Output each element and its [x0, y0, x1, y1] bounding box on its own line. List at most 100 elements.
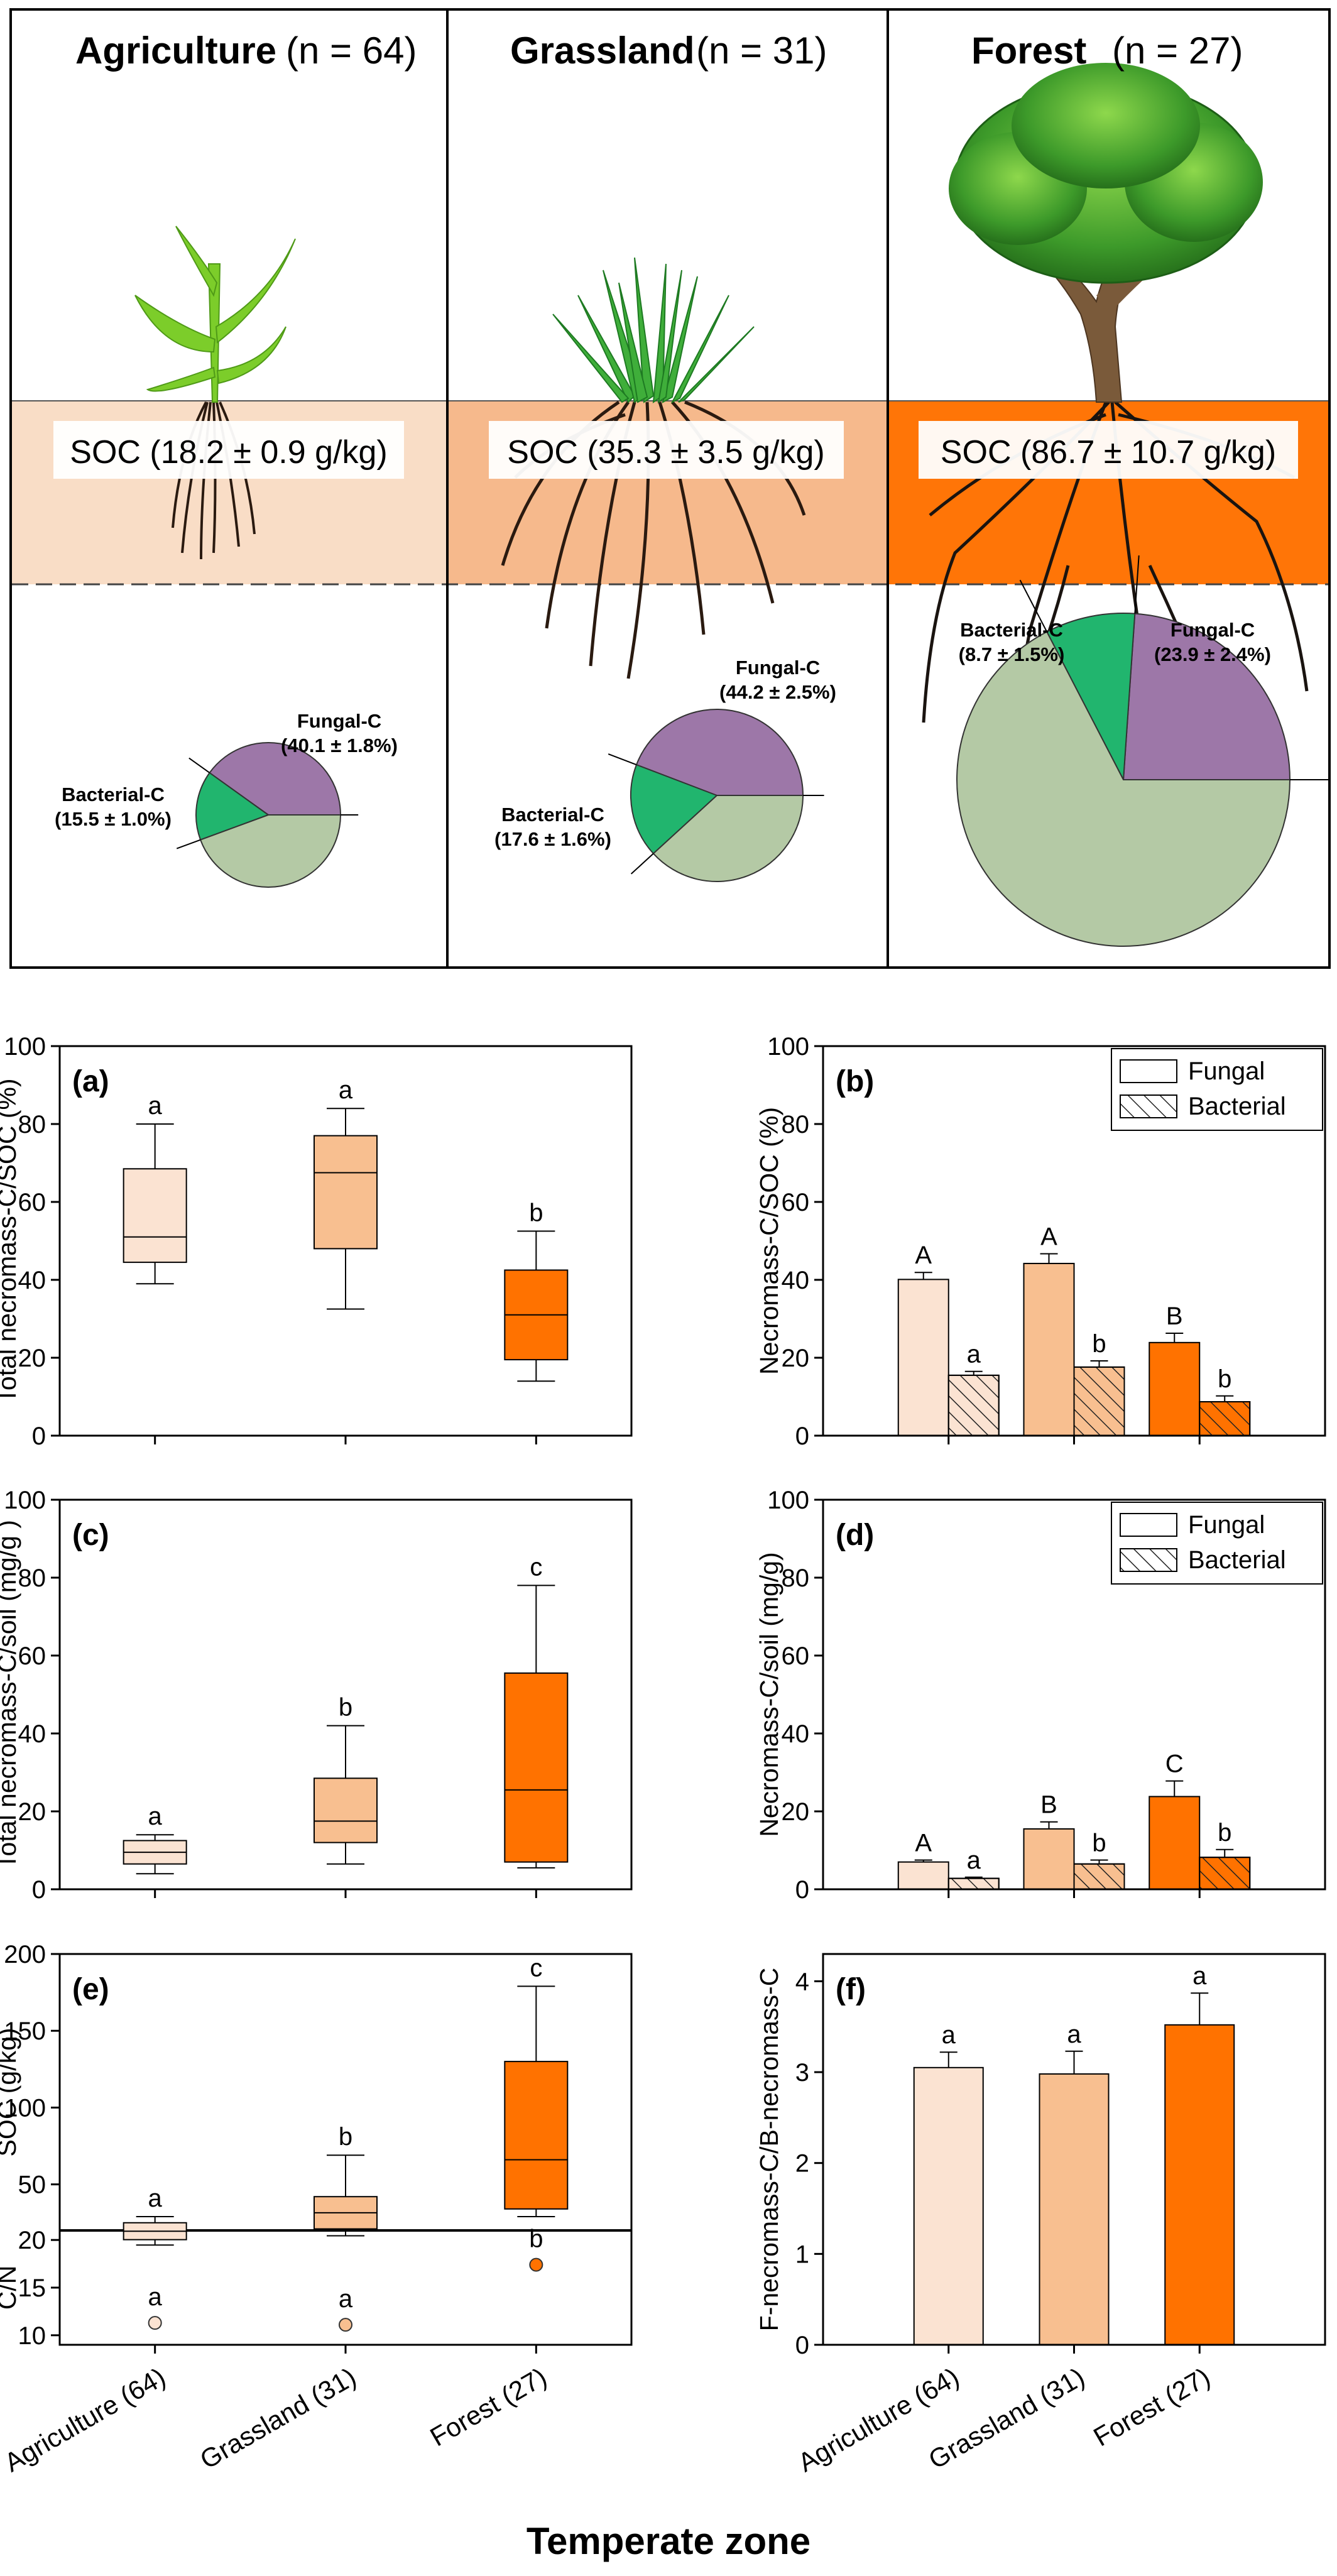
y-tick-label: 60: [782, 1642, 810, 1670]
soc-label-grassland: SOC (35.3 ± 3.5 g/kg): [507, 434, 824, 471]
significance-letter: A: [915, 1242, 932, 1269]
y-tick-label: 100: [4, 1033, 46, 1061]
significance-letter: a: [967, 1341, 981, 1368]
infographic: Agriculture (n = 64) Grassland (n = 31) …: [9, 8, 1331, 969]
significance-letter: a: [148, 1803, 163, 1830]
pie-slice-bacterial-agriculture: [195, 772, 270, 841]
pie-slice-bacterial-forest: [1045, 613, 1136, 782]
significance-letter: b: [529, 1199, 543, 1227]
cn-point: [148, 2316, 162, 2330]
significance-letter: C: [1165, 1750, 1184, 1778]
legend-label-fungal: Fungal: [1188, 1057, 1265, 1085]
bar-fungal: [1023, 1262, 1075, 1436]
soc-label-agriculture: SOC (18.2 ± 0.9 g/kg): [70, 434, 387, 471]
significance-letter: a: [148, 1092, 163, 1120]
pie-slice-fungal-forest: [1122, 613, 1291, 780]
x-tick-label: Grassland (31): [195, 2362, 361, 2475]
cn-point: [529, 2257, 543, 2272]
pie-leader-line: [176, 839, 201, 849]
fungal-value-forest: (23.9 ± 2.4%): [1154, 643, 1271, 665]
bar-hatch: [1073, 1863, 1125, 1890]
y-tick-label: 20: [18, 1798, 46, 1826]
y-axis-label: F-necromass-C/B-necromass-C: [755, 1968, 783, 2332]
bacterial-label-grassland: Bacterial-C: [501, 804, 604, 826]
pie-slice-bacterial-grassland: [630, 763, 718, 854]
legend-swatch-fungal: [1120, 1059, 1177, 1083]
bar-fungal: [897, 1279, 949, 1436]
panel-title-name: Forest: [971, 30, 1086, 72]
bar-hatch: [947, 1374, 1000, 1436]
pie-agriculture: [176, 742, 359, 888]
pie-leader-line: [188, 757, 210, 773]
panel-label: (f): [836, 1973, 866, 2006]
box: [123, 1168, 187, 1263]
y-tick-label: 20: [782, 1798, 810, 1826]
y-tick-label: 80: [18, 1564, 46, 1592]
chart-panel-d: 0 20 40 60 80 100 Necromass-C/soil (mg/g) A B Ca b…: [755, 1487, 1326, 1904]
bacterial-value-forest: (8.7 ± 1.5%): [959, 643, 1065, 665]
box: [314, 1135, 378, 1250]
fungal-label-forest: Fungal-C: [1171, 619, 1255, 641]
y-tick-label: 20: [18, 1345, 46, 1372]
chart-panel-e: 50 100 150 200 10 15 20 SOC (g/kg) C/N a a b a b c Agri…: [0, 1941, 633, 2477]
panel-label: (e): [72, 1973, 109, 2006]
y-tick-label: 100: [4, 1487, 46, 1514]
significance-letter: b: [339, 1694, 352, 1722]
bar-fungal: [1023, 1828, 1075, 1890]
y-tick-label: 2: [795, 2150, 809, 2178]
y-tick-label: 80: [782, 1111, 810, 1138]
chart-panel-c: 0 20 40 60 80 100 Total necromass-C/soil (mg/g…: [0, 1487, 633, 1904]
bar-value: [1039, 2073, 1110, 2345]
y-axis-label: Necromass-C/SOC (%): [755, 1107, 783, 1375]
y-tick-label: 1: [795, 2240, 809, 2268]
bar-value: [1164, 2024, 1235, 2345]
y-tick-label: 3: [795, 2059, 809, 2087]
significance-letter: a: [967, 1847, 981, 1874]
cn-point: [339, 2318, 352, 2332]
fungal-value-agriculture: (40.1 ± 1.8%): [281, 734, 398, 756]
panel-title-grassland: Grassland (n = 31): [510, 30, 827, 72]
panel-label: (a): [72, 1065, 109, 1098]
significance-letter: b: [1218, 1819, 1231, 1847]
x-axis-title: Temperate zone: [527, 2520, 810, 2562]
y-tick-label: 100: [4, 2094, 46, 2122]
significance-letter: c: [530, 1553, 542, 1581]
bacterial-label-forest: Bacterial-C: [960, 619, 1063, 641]
pie-grassland: [608, 709, 824, 882]
panel-title-name: Agriculture: [75, 30, 276, 72]
panel-title-name: Grassland: [510, 30, 694, 72]
box: [504, 1672, 569, 1863]
legend-label-bacterial: Bacterial: [1188, 1546, 1286, 1574]
box: [314, 1777, 378, 1843]
y-axis-label: Total necromass-C/soil (mg/g ): [0, 1520, 21, 1869]
pie-slice-fungal-grassland: [635, 709, 804, 796]
pie-slice-fungal-agriculture: [209, 742, 342, 816]
significance-letter: b: [1218, 1365, 1231, 1393]
pie-slice-other-agriculture: [199, 814, 342, 888]
x-tick-label: Forest (27): [1088, 2362, 1214, 2452]
y-tick-label: 20: [782, 1345, 810, 1372]
pie-forest: [956, 555, 1331, 947]
significance-letter: b: [1092, 1330, 1106, 1358]
panel-label: (b): [836, 1065, 874, 1098]
bar-hatch: [1073, 1366, 1125, 1436]
significance-letter: c: [530, 1954, 542, 1982]
significance-letter: b: [339, 2123, 352, 2151]
panel-label: (d): [836, 1519, 874, 1552]
y-tick-label: 40: [18, 1720, 46, 1748]
chart-panel-b: 0 20 40 60 80 100 Necromass-C/SOC (%) A A Ba b b Fun…: [755, 1033, 1326, 1450]
legend-swatch-bacterial: [1120, 1548, 1177, 1572]
legend-label-fungal: Fungal: [1188, 1511, 1265, 1539]
legend-label-bacterial: Bacterial: [1188, 1093, 1286, 1120]
bar-hatch: [1199, 1401, 1251, 1437]
soc-label-forest: SOC (86.7 ± 10.7 g/kg): [941, 434, 1276, 471]
panel-title-n: (n = 64): [286, 30, 417, 72]
y-tick-label: 4: [795, 1968, 809, 1995]
y-axis-label: Necromass-C/soil (mg/g): [755, 1552, 783, 1836]
fungal-label-agriculture: Fungal-C: [297, 710, 381, 732]
significance-letter: A: [915, 1830, 932, 1857]
panel-title-agriculture: Agriculture (n = 64): [75, 30, 417, 72]
y-tick-label: 10: [18, 2322, 46, 2350]
y-tick-label: 100: [767, 1487, 809, 1514]
